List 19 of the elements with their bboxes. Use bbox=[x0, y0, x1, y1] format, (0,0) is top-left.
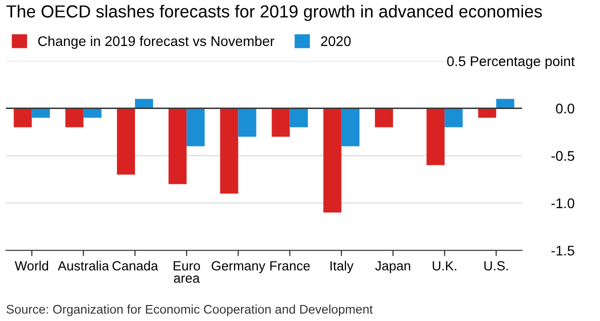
x-tick-label: France bbox=[270, 261, 310, 270]
x-tick-label: World bbox=[14, 260, 48, 270]
y-tick-label: 0.5 Percentage point bbox=[447, 56, 575, 69]
source-note: Source: Organization for Economic Cooperation and Development bbox=[6, 304, 373, 316]
y-tick-label: -1.0 bbox=[551, 198, 574, 208]
x-tick-label: Canada bbox=[112, 260, 158, 270]
legend-label: 2020 bbox=[321, 36, 351, 46]
chart-title: The OECD slashes forecasts for 2019 growth in advanced economies bbox=[6, 4, 542, 21]
legend-label: Change in 2019 forecast vs November bbox=[38, 36, 274, 49]
x-tick-label: Germany bbox=[212, 261, 266, 274]
x-tick-label: Japan bbox=[375, 261, 410, 274]
y-tick-label: -1.5 bbox=[551, 246, 574, 256]
x-tick-label: Italy bbox=[330, 260, 354, 274]
x-tick-label: U.K. bbox=[432, 261, 456, 270]
x-tick-label: U.S. bbox=[484, 261, 508, 270]
y-tick-label: 0.0 bbox=[556, 104, 574, 114]
x-tick-label: Euro area bbox=[174, 261, 200, 283]
x-tick-label: Australia bbox=[58, 260, 110, 270]
y-tick-label: -0.5 bbox=[551, 151, 574, 161]
